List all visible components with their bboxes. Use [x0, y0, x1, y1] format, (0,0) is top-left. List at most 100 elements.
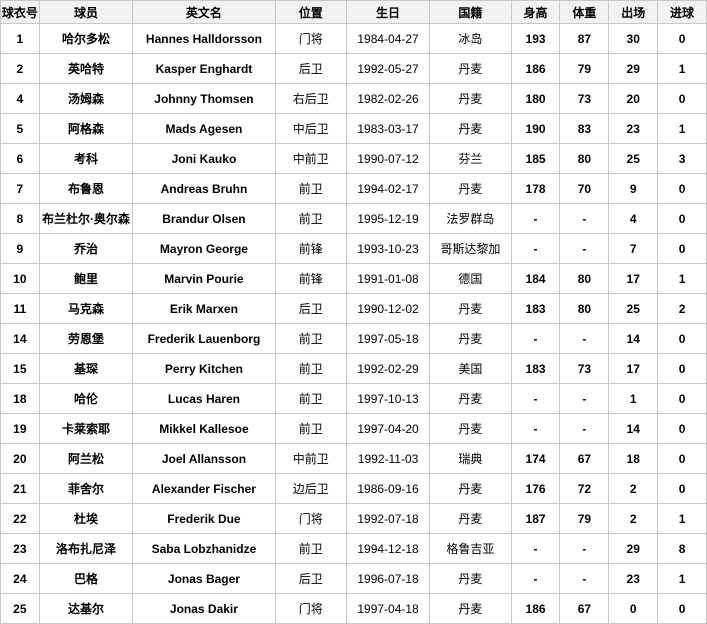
cell-birthday: 1992-07-18 [345, 503, 431, 534]
cell-appearances: 2 [608, 473, 659, 504]
cell-position: 前锋 [274, 263, 347, 294]
cell-goals: 8 [657, 533, 707, 564]
cell-position: 前卫 [274, 533, 347, 564]
cell-shirt-number: 6 [0, 143, 40, 174]
cell-shirt-number: 1 [0, 23, 40, 54]
cell-nationality: 丹麦 [429, 53, 512, 84]
cell-height: 186 [510, 593, 561, 624]
cell-nationality: 丹麦 [429, 83, 512, 114]
cell-height: 186 [510, 53, 561, 84]
cell-weight: - [559, 533, 610, 564]
column-header-shirt-number: 球衣号 [0, 0, 40, 24]
cell-height: 193 [510, 23, 561, 54]
cell-weight: 79 [559, 53, 610, 84]
cell-shirt-number: 5 [0, 113, 40, 144]
cell-position: 前卫 [274, 323, 347, 354]
cell-appearances: 14 [608, 413, 659, 444]
cell-birthday: 1994-12-18 [345, 533, 431, 564]
cell-height: 187 [510, 503, 561, 534]
cell-position: 中后卫 [274, 113, 347, 144]
table-row: 24 巴格 Jonas Bager 后卫 1996-07-18 丹麦 - -23 1 [0, 563, 707, 594]
cell-english-name: Frederik Lauenborg [132, 323, 276, 354]
cell-weight: 80 [559, 293, 610, 324]
cell-player-name: 卡莱索耶 [38, 413, 134, 444]
cell-player-name: 汤姆森 [38, 83, 134, 114]
cell-nationality: 丹麦 [429, 593, 512, 624]
cell-goals: 1 [657, 503, 707, 534]
cell-english-name: Hannes Halldorsson [132, 23, 276, 54]
cell-english-name: Frederik Due [132, 503, 276, 534]
cell-appearances: 23 [608, 113, 659, 144]
cell-shirt-number: 10 [0, 263, 40, 294]
cell-weight: 80 [559, 143, 610, 174]
cell-position: 门将 [274, 503, 347, 534]
cell-goals: 0 [657, 473, 707, 504]
cell-birthday: 1983-03-17 [345, 113, 431, 144]
cell-player-name: 洛布扎尼泽 [38, 533, 134, 564]
cell-birthday: 1996-07-18 [345, 563, 431, 594]
cell-appearances: 29 [608, 53, 659, 84]
cell-player-name: 哈伦 [38, 383, 134, 414]
column-header-english-name: 英文名 [132, 0, 276, 24]
cell-birthday: 1990-12-02 [345, 293, 431, 324]
cell-nationality: 丹麦 [429, 563, 512, 594]
cell-goals: 0 [657, 83, 707, 114]
cell-goals: 0 [657, 23, 707, 54]
cell-shirt-number: 9 [0, 233, 40, 264]
cell-player-name: 巴格 [38, 563, 134, 594]
cell-nationality: 格鲁吉亚 [429, 533, 512, 564]
table-row: 6 考科 Joni Kauko 中前卫 1990-07-12 芬兰 185 80 25 3 [0, 143, 707, 174]
column-header-height: 身高 [510, 0, 561, 24]
cell-position: 后卫 [274, 563, 347, 594]
cell-height: - [510, 413, 561, 444]
cell-english-name: Marvin Pourie [132, 263, 276, 294]
cell-weight: 73 [559, 353, 610, 384]
cell-position: 中前卫 [274, 443, 347, 474]
table-row: 8 布兰杜尔·奥尔森 Brandur Olsen 前卫 1995-12-19 法罗群岛 - -… [0, 203, 707, 234]
cell-weight: 70 [559, 173, 610, 204]
cell-player-name: 菲舍尔 [38, 473, 134, 504]
cell-goals: 0 [657, 353, 707, 384]
cell-goals: 0 [657, 203, 707, 234]
column-header-nationality: 国籍 [429, 0, 512, 24]
cell-weight: 67 [559, 443, 610, 474]
cell-english-name: Joel Allansson [132, 443, 276, 474]
cell-position: 中前卫 [274, 143, 347, 174]
cell-shirt-number: 4 [0, 83, 40, 114]
cell-shirt-number: 24 [0, 563, 40, 594]
cell-weight: 79 [559, 503, 610, 534]
cell-english-name: Kasper Enghardt [132, 53, 276, 84]
cell-nationality: 丹麦 [429, 293, 512, 324]
cell-player-name: 阿格森 [38, 113, 134, 144]
cell-shirt-number: 11 [0, 293, 40, 324]
cell-height: - [510, 323, 561, 354]
cell-english-name: Mayron George [132, 233, 276, 264]
cell-shirt-number: 23 [0, 533, 40, 564]
table-row: 2 英哈特 Kasper Enghardt 后卫 1992-05-27 丹麦 186 79 29… [0, 53, 707, 84]
cell-english-name: Erik Marxen [132, 293, 276, 324]
cell-shirt-number: 19 [0, 413, 40, 444]
cell-height: 185 [510, 143, 561, 174]
table-row: 11 马克森 Erik Marxen 后卫 1990-12-02 丹麦 183 80 25 2 [0, 293, 707, 324]
cell-height: - [510, 203, 561, 234]
cell-goals: 0 [657, 383, 707, 414]
column-header-player: 球员 [38, 0, 134, 24]
cell-height: 174 [510, 443, 561, 474]
cell-birthday: 1997-04-18 [345, 593, 431, 624]
cell-appearances: 7 [608, 233, 659, 264]
cell-position: 门将 [274, 593, 347, 624]
cell-nationality: 丹麦 [429, 413, 512, 444]
cell-position: 前卫 [274, 173, 347, 204]
cell-weight: - [559, 203, 610, 234]
cell-appearances: 30 [608, 23, 659, 54]
cell-player-name: 阿兰松 [38, 443, 134, 474]
cell-weight: 80 [559, 263, 610, 294]
cell-height: - [510, 383, 561, 414]
cell-birthday: 1982-02-26 [345, 83, 431, 114]
table-row: 4 汤姆森 Johnny Thomsen 右后卫 1982-02-26 丹麦 180 73 20… [0, 83, 707, 114]
cell-shirt-number: 20 [0, 443, 40, 474]
cell-goals: 3 [657, 143, 707, 174]
cell-shirt-number: 8 [0, 203, 40, 234]
cell-birthday: 1984-04-27 [345, 23, 431, 54]
cell-player-name: 布鲁恩 [38, 173, 134, 204]
